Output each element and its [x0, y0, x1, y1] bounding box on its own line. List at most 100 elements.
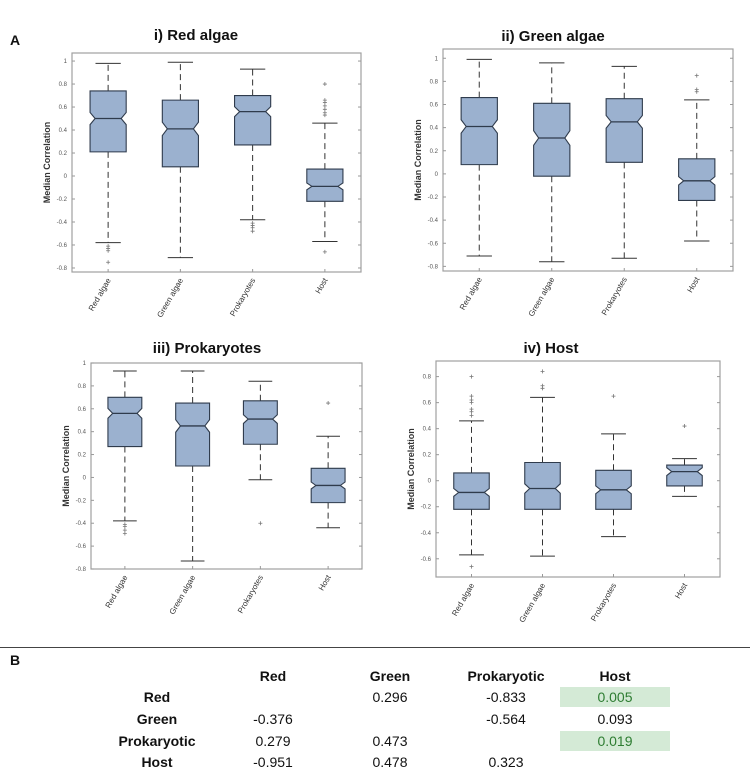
- box-body: [666, 464, 703, 487]
- y-tick-label: -0.8: [428, 264, 439, 270]
- y-tick-label: 0.6: [59, 105, 68, 111]
- y-axis-label: Median Correlation: [413, 119, 423, 201]
- y-tick-label: 0: [428, 479, 432, 485]
- box-red-algae: [460, 58, 498, 257]
- outlier-point: [106, 248, 111, 253]
- outlier-point: [322, 103, 327, 108]
- outlier-point: [122, 528, 127, 533]
- box-host: [678, 73, 716, 242]
- table-cell: 0.296: [372, 689, 408, 705]
- y-tick-label: 0.2: [78, 453, 87, 459]
- table-cell: 0.279: [255, 733, 291, 749]
- box-body: [678, 158, 716, 202]
- box-body: [306, 168, 344, 202]
- table-cell: -0.564: [486, 711, 526, 727]
- table-cell: 0.323: [488, 754, 524, 770]
- y-tick-label: -0.2: [421, 505, 432, 511]
- y-tick-label: 1: [83, 361, 87, 367]
- y-tick-label: -0.4: [57, 220, 68, 226]
- boxplot-figure: i) Red algae 1 0.8 0.6 0.4 0.2 0 -0.2 -0.4 -0.6 -0…: [42, 27, 734, 624]
- outlier-point: [611, 394, 616, 399]
- box-body: [242, 400, 278, 445]
- axes-frame: [435, 360, 721, 578]
- box-body: [605, 98, 643, 163]
- outlier-point: [322, 107, 327, 112]
- row-header: Red: [143, 689, 171, 705]
- chart-title: i) Red algae: [154, 27, 238, 44]
- y-tick-label: 0.4: [423, 427, 432, 433]
- row-header: Green: [136, 711, 178, 727]
- y-axis-label: Median Correlation: [42, 122, 52, 204]
- y-tick-label: 0.8: [423, 375, 432, 381]
- divider: [0, 647, 750, 648]
- y-tick-label: -0.4: [421, 531, 432, 537]
- y-tick-label: -0.4: [76, 521, 87, 527]
- y-tick-label: 0.6: [430, 103, 439, 109]
- y-tick-label: 0.2: [423, 453, 432, 459]
- y-tick-label: -0.6: [421, 557, 432, 563]
- y-axis-label: Median Correlation: [406, 428, 416, 510]
- chart-title: iii) Prokaryotes: [153, 340, 261, 357]
- table-cell: [218, 687, 328, 707]
- y-axis-label: Median Correlation: [61, 425, 71, 507]
- outlier-point: [322, 98, 327, 103]
- box-red-algae: [453, 374, 490, 569]
- outlier-point: [258, 521, 263, 526]
- box-host: [666, 424, 703, 497]
- table-cell: -0.833: [486, 689, 526, 705]
- outlier-point: [682, 424, 687, 429]
- outlier-point: [122, 531, 127, 536]
- row-header: Host: [141, 754, 173, 770]
- y-tick-label: 0: [64, 174, 68, 180]
- y-tick-label: -0.4: [428, 218, 439, 224]
- box-body: [533, 102, 571, 177]
- outlier-point: [469, 374, 474, 379]
- outlier-point: [469, 394, 474, 399]
- box-green-algae: [175, 370, 211, 562]
- box-host: [310, 401, 346, 529]
- table-cell: -0.376: [253, 711, 293, 727]
- box-body: [460, 97, 498, 166]
- outlier-point: [694, 87, 699, 92]
- y-tick-label: -0.6: [57, 243, 68, 249]
- col-header-prokaryotic: Prokaryotic: [467, 668, 545, 684]
- box-green-algae: [524, 369, 561, 557]
- box-host: [306, 82, 344, 254]
- outlier-point: [250, 225, 255, 230]
- outlier-point: [469, 413, 474, 418]
- axes-frame: [442, 48, 734, 272]
- y-tick-label: -0.2: [428, 195, 439, 201]
- outlier-point: [540, 383, 545, 388]
- y-tick-label: 0.8: [430, 79, 439, 85]
- y-tick-label: 1: [64, 59, 68, 65]
- axes-frame: [71, 52, 362, 273]
- box-green-algae: [161, 61, 199, 259]
- col-header-red: Red: [259, 668, 287, 684]
- y-tick-label: -0.2: [76, 498, 87, 504]
- box-body: [453, 472, 490, 510]
- y-tick-label: -0.2: [57, 197, 68, 203]
- outlier-point: [540, 369, 545, 374]
- table-cell: [335, 709, 445, 729]
- y-tick-label: 0.6: [78, 407, 87, 413]
- table-cell: -0.951: [253, 754, 293, 770]
- outlier-point: [694, 73, 699, 78]
- y-tick-label: 0.4: [59, 128, 68, 134]
- box-red-algae: [107, 370, 143, 536]
- y-tick-label: 0.2: [59, 151, 68, 157]
- axes-frame: [90, 362, 363, 570]
- box-body: [524, 461, 561, 510]
- panel-label-b: B: [10, 652, 21, 668]
- box-body: [234, 94, 272, 146]
- table-cell: [560, 752, 670, 772]
- y-tick-label: 0: [435, 172, 439, 178]
- box-prokaryotes: [242, 380, 278, 526]
- outlier-point: [326, 401, 331, 406]
- y-tick-label: 0.4: [430, 126, 439, 132]
- outlier-point: [106, 260, 111, 265]
- outlier-point: [322, 249, 327, 254]
- panel-label-a: A: [10, 32, 21, 48]
- box-prokaryotes: [234, 68, 272, 234]
- y-tick-label: -0.8: [76, 567, 87, 573]
